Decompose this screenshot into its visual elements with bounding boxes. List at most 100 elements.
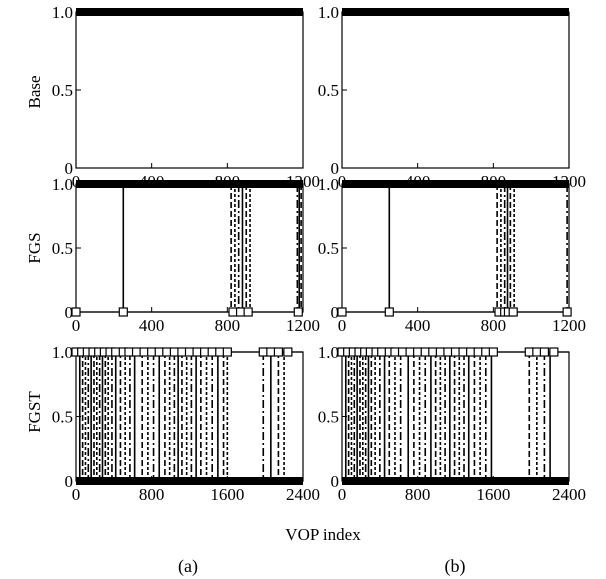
y-tick-label: 1.0 — [52, 343, 73, 362]
data-marker — [337, 307, 347, 317]
data-marker — [71, 307, 81, 317]
x-tick-label: 800 — [215, 316, 241, 335]
data-marker — [228, 307, 238, 317]
x-axis-label: VOP index — [285, 525, 361, 544]
y-tick-label: 0 — [65, 472, 74, 491]
y-tick-label: 0.5 — [318, 408, 339, 427]
data-marker — [450, 347, 461, 357]
y-tick-label: 0.5 — [52, 81, 73, 100]
caption-b: (b) — [445, 556, 466, 577]
data-marker — [377, 347, 387, 357]
x-tick-label: 800 — [405, 485, 431, 504]
data-marker — [266, 347, 276, 357]
y-tick-label: 0.5 — [318, 81, 339, 100]
data-marker — [273, 347, 284, 357]
y-tick-label: 0 — [65, 303, 74, 322]
data-marker — [508, 307, 518, 317]
data-marker — [177, 347, 187, 357]
row-label-fgs: FGS — [25, 232, 44, 263]
x-tick-label: 1200 — [552, 316, 586, 335]
y-tick-label: 0.5 — [52, 408, 73, 427]
data-marker — [222, 347, 232, 357]
x-tick-label: 0 — [72, 485, 81, 504]
x-tick-label: 0 — [338, 316, 347, 335]
data-marker — [184, 347, 195, 357]
data-marker — [524, 347, 534, 357]
panel-fgst-b: 0 0.5 1.0 0 800 1600 2400 — [318, 343, 586, 504]
data-marker — [428, 347, 438, 357]
data-marker — [443, 347, 453, 357]
y-tick-label: 1.0 — [52, 3, 73, 22]
data-marker — [131, 347, 142, 357]
data-marker — [539, 347, 550, 357]
caption-a: (a) — [178, 556, 198, 577]
data-marker — [413, 347, 423, 357]
panel-fgs-b: 0 0.5 1.0 0 400 800 1200 — [318, 175, 586, 335]
data-marker — [118, 307, 128, 317]
data-marker — [111, 347, 121, 357]
data-marker — [488, 347, 498, 357]
row-label-fgst: FGST — [25, 391, 44, 433]
y-tick-label: 0.5 — [52, 239, 73, 258]
data-marker — [384, 307, 394, 317]
row-label-base: Base — [25, 75, 44, 108]
y-tick-label: 0 — [65, 159, 74, 178]
plot-frame — [75, 183, 304, 313]
data-marker — [405, 347, 415, 357]
data-marker — [200, 347, 210, 357]
y-tick-label: 1.0 — [318, 343, 339, 362]
data-marker — [532, 347, 542, 357]
plot-frame — [75, 351, 304, 482]
x-tick-label: 800 — [481, 316, 507, 335]
data-marker — [435, 347, 445, 357]
panel-fgs-a: 0 0.5 1.0 0 400 800 1200 — [52, 175, 320, 335]
data-marker — [258, 347, 268, 357]
data-marker — [139, 347, 149, 357]
data-marker — [243, 307, 253, 317]
y-tick-label: 0 — [331, 303, 340, 322]
data-marker — [481, 347, 491, 357]
data-marker — [235, 307, 246, 317]
x-tick-label: 1600 — [210, 485, 244, 504]
data-marker — [124, 347, 134, 357]
data-marker — [215, 347, 225, 357]
data-marker — [390, 347, 400, 357]
panel-fgst-a: 0 0.5 1.0 0 800 1600 2400 — [52, 343, 320, 504]
x-tick-label: 400 — [139, 316, 165, 335]
data-marker — [283, 347, 293, 357]
data-marker — [192, 347, 202, 357]
data-marker — [397, 347, 408, 357]
y-tick-label: 1.0 — [52, 175, 73, 194]
data-marker — [473, 347, 483, 357]
data-marker — [293, 307, 303, 317]
plot-frame — [75, 11, 304, 169]
y-tick-label: 0 — [331, 159, 340, 178]
plot-frame — [341, 183, 570, 313]
data-marker — [466, 347, 476, 357]
data-marker — [162, 347, 172, 357]
y-tick-label: 0.5 — [318, 239, 339, 258]
x-tick-label: 400 — [405, 316, 431, 335]
plot-frame — [341, 351, 570, 482]
y-tick-label: 1.0 — [318, 175, 339, 194]
data-marker — [549, 347, 559, 357]
x-tick-label: 2400 — [552, 485, 586, 504]
x-tick-label: 1200 — [286, 316, 320, 335]
data-marker — [562, 307, 572, 317]
y-tick-label: 1.0 — [318, 3, 339, 22]
x-tick-label: 800 — [139, 485, 165, 504]
data-marker — [420, 347, 430, 357]
plot-frame — [341, 11, 570, 169]
x-tick-label: 1600 — [476, 485, 510, 504]
x-tick-label: 2400 — [286, 485, 320, 504]
data-marker — [207, 347, 217, 357]
data-marker — [458, 347, 468, 357]
y-tick-label: 0 — [331, 472, 340, 491]
x-tick-label: 0 — [338, 485, 347, 504]
x-tick-label: 0 — [72, 316, 81, 335]
data-marker — [147, 347, 157, 357]
data-marker — [169, 347, 179, 357]
